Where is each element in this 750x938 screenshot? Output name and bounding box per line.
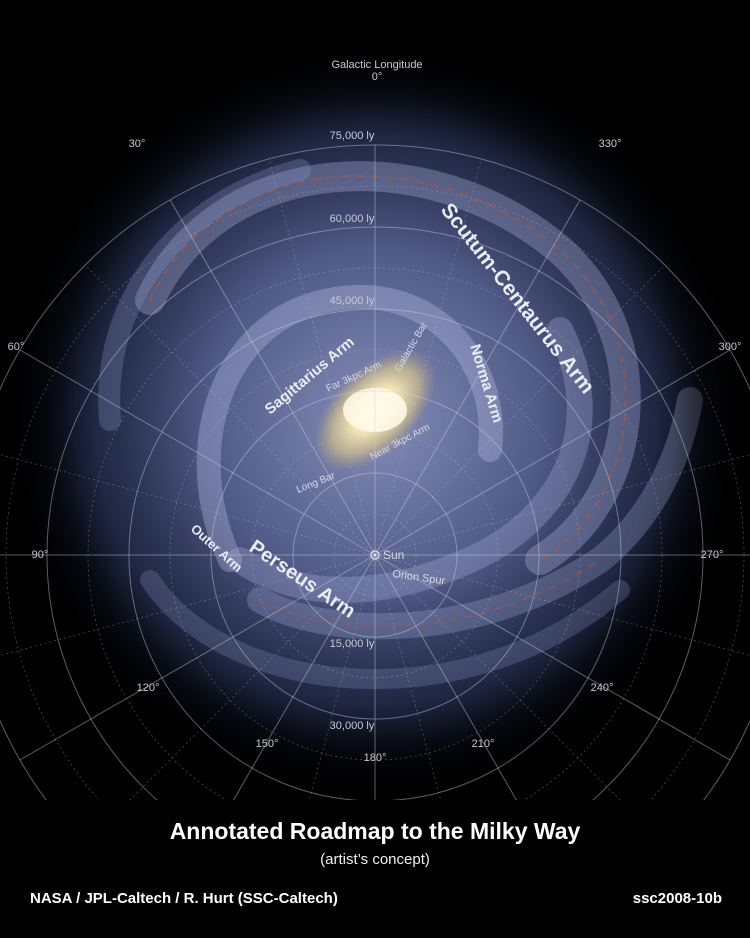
axis-title: Galactic Longitude — [331, 59, 422, 71]
longitude-label-240: 240° — [591, 682, 614, 694]
longitude-lines — [0, 145, 750, 800]
longitude-label-330: 330° — [599, 138, 622, 150]
distance-label-45000: 45,000 ly — [330, 295, 375, 307]
figure-subtitle: (artist’s concept) — [320, 851, 430, 868]
distance-label-75000: 75,000 ly — [330, 130, 375, 142]
label-sun: Sun — [383, 548, 404, 562]
longitude-line — [374, 158, 482, 556]
longitude-label-120: 120° — [137, 682, 160, 694]
longitude-line — [0, 554, 376, 656]
longitude-line — [374, 349, 731, 556]
distance-label-15000: 15,000 ly — [330, 638, 375, 650]
longitude-label-270: 270° — [701, 549, 724, 561]
image-id: ssc2008-10b — [632, 890, 722, 907]
longitude-line — [268, 158, 376, 556]
longitude-label-90: 90° — [32, 549, 49, 561]
longitude-line — [374, 554, 750, 656]
longitude-line — [19, 349, 376, 556]
longitude-line — [374, 199, 581, 556]
distance-label-60000: 60,000 ly — [330, 213, 375, 225]
longitude-line — [374, 554, 621, 800]
longitude-label-0: 0° — [372, 71, 383, 83]
longitude-line — [374, 454, 750, 556]
longitude-line — [374, 554, 441, 800]
longitude-label-60: 60° — [8, 341, 25, 353]
longitude-line — [374, 264, 666, 556]
longitude-line — [374, 554, 518, 800]
longitude-line — [0, 454, 376, 556]
longitude-label-30: 30° — [129, 138, 146, 150]
longitude-label-180: 180° — [364, 752, 387, 764]
longitude-line — [232, 554, 376, 800]
longitude-label-150: 150° — [256, 738, 279, 750]
longitude-line — [309, 554, 376, 800]
longitude-label-300: 300° — [719, 341, 742, 353]
longitude-line — [84, 264, 376, 556]
longitude-line — [169, 199, 376, 556]
longitude-line — [374, 554, 731, 761]
galaxy-diagram: Galactic Longitude 0° 30° 60° 90° 120° 1… — [0, 40, 750, 800]
longitude-line — [19, 554, 376, 761]
longitude-line — [129, 554, 376, 800]
image-credit: NASA / JPL-Caltech / R. Hurt (SSC-Caltec… — [30, 890, 338, 907]
distance-grid — [0, 144, 750, 800]
distance-label-30000: 30,000 ly — [330, 720, 375, 732]
figure-title: Annotated Roadmap to the Milky Way — [169, 818, 581, 844]
longitude-label-210: 210° — [472, 738, 495, 750]
sun-marker-icon — [370, 550, 380, 560]
